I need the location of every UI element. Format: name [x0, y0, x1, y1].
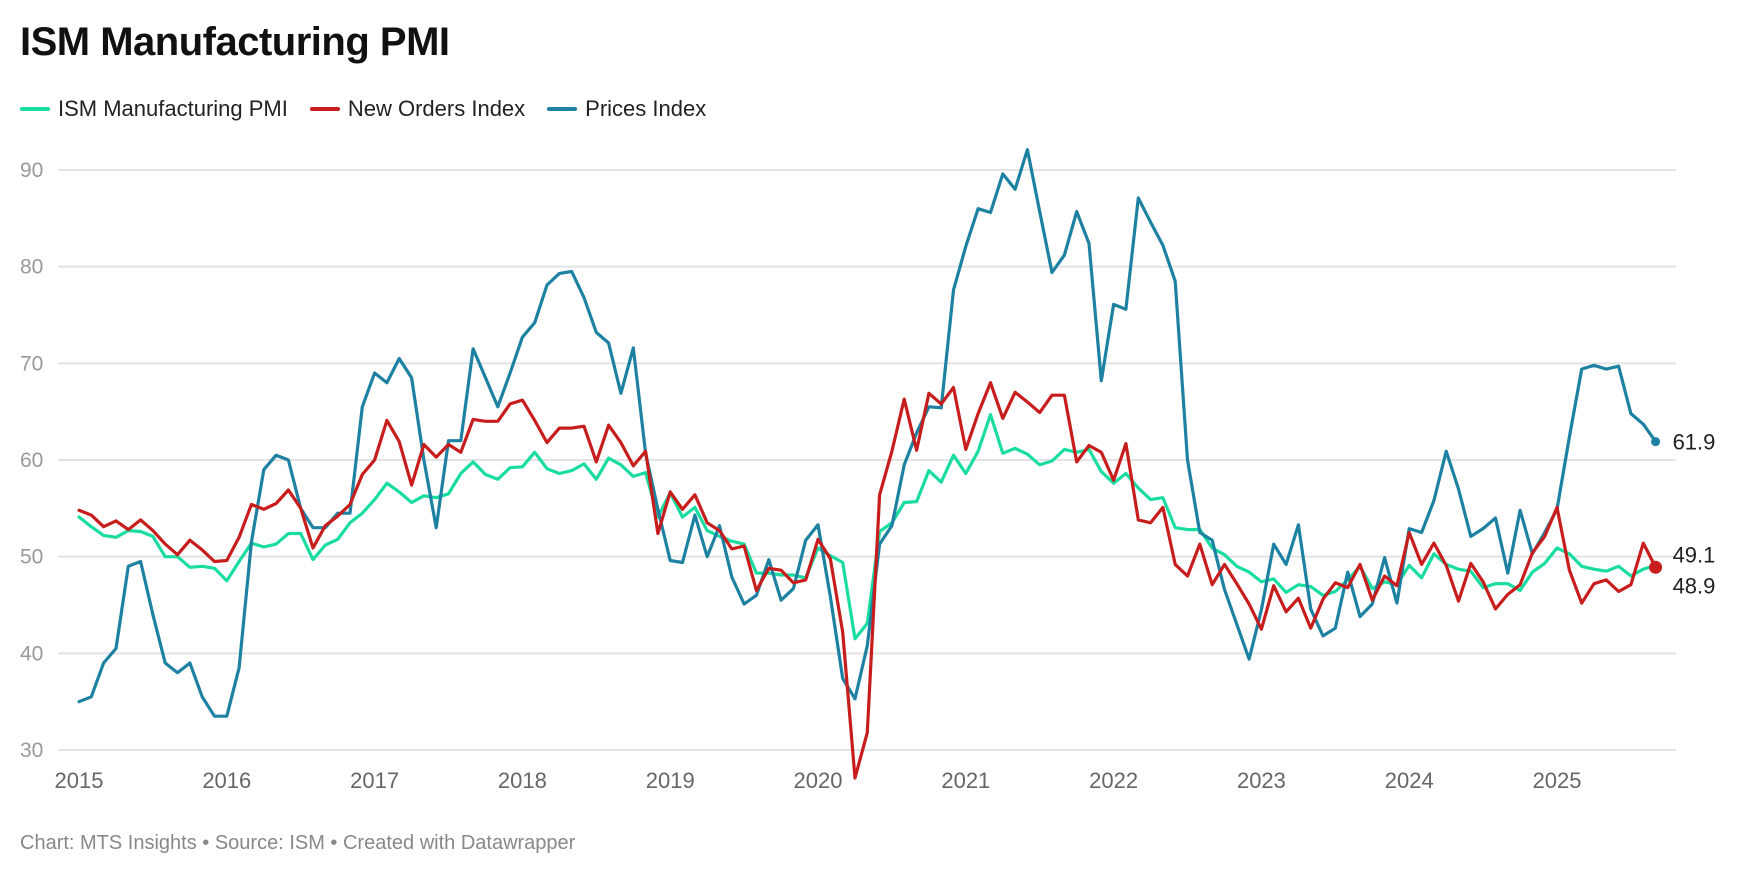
x-tick-label: 2024 — [1385, 768, 1434, 793]
y-tick-label: 60 — [20, 449, 43, 472]
end-marker-2 — [1651, 437, 1661, 447]
legend: ISM Manufacturing PMI New Orders Index P… — [20, 96, 706, 122]
end-label-new-orders-index: 48.9 — [1673, 573, 1716, 598]
legend-swatch-new-orders — [309, 107, 340, 111]
series-line-prices-index — [77, 148, 1658, 718]
x-tick-label: 2023 — [1237, 768, 1286, 793]
legend-item-pmi: ISM Manufacturing PMI — [20, 96, 288, 122]
end-marker-1 — [1649, 560, 1663, 574]
legend-swatch-pmi — [20, 107, 50, 111]
x-tick-label: 2017 — [350, 768, 399, 793]
series-line-new-orders-index — [77, 381, 1658, 780]
y-tick-label: 90 — [20, 159, 43, 182]
legend-label-new-orders: New Orders Index — [347, 96, 526, 121]
end-label-prices-index: 61.9 — [1673, 430, 1716, 455]
x-tick-label: 2021 — [941, 768, 990, 793]
legend-label-prices: Prices Index — [585, 96, 707, 121]
x-tick-label: 2018 — [498, 768, 547, 793]
y-tick-label: 30 — [20, 739, 43, 762]
end-label-ism-manufacturing-pmi: 49.1 — [1673, 542, 1716, 567]
y-tick-label: 40 — [20, 642, 43, 665]
chart-title: ISM Manufacturing PMI — [20, 20, 450, 64]
x-tick-label: 2016 — [202, 768, 251, 793]
chart-footer: Chart: MTS Insights • Source: ISM • Crea… — [20, 832, 576, 854]
legend-item-new-orders: New Orders Index — [309, 96, 526, 122]
y-tick-label: 70 — [20, 352, 43, 375]
y-tick-label: 50 — [20, 546, 43, 569]
legend-label-pmi: ISM Manufacturing PMI — [58, 96, 288, 121]
legend-item-prices: Prices Index — [547, 96, 706, 122]
series-lines — [77, 148, 1658, 780]
x-tick-label: 2019 — [646, 768, 695, 793]
legend-swatch-prices — [547, 107, 578, 111]
x-axis: 2015 2016 2017 2018 2019 2020 2021 2022 2023 2024… — [55, 768, 1582, 793]
x-tick-label: 2015 — [55, 768, 104, 793]
x-tick-label: 2025 — [1533, 768, 1582, 793]
end-labels: 49.1 48.9 61.9 — [1649, 430, 1716, 598]
gridlines — [58, 169, 1676, 751]
x-tick-label: 2022 — [1089, 768, 1138, 793]
y-tick-label: 80 — [20, 256, 43, 279]
x-tick-label: 2020 — [794, 768, 843, 793]
y-axis: 30 40 50 60 70 80 90 — [20, 159, 43, 762]
